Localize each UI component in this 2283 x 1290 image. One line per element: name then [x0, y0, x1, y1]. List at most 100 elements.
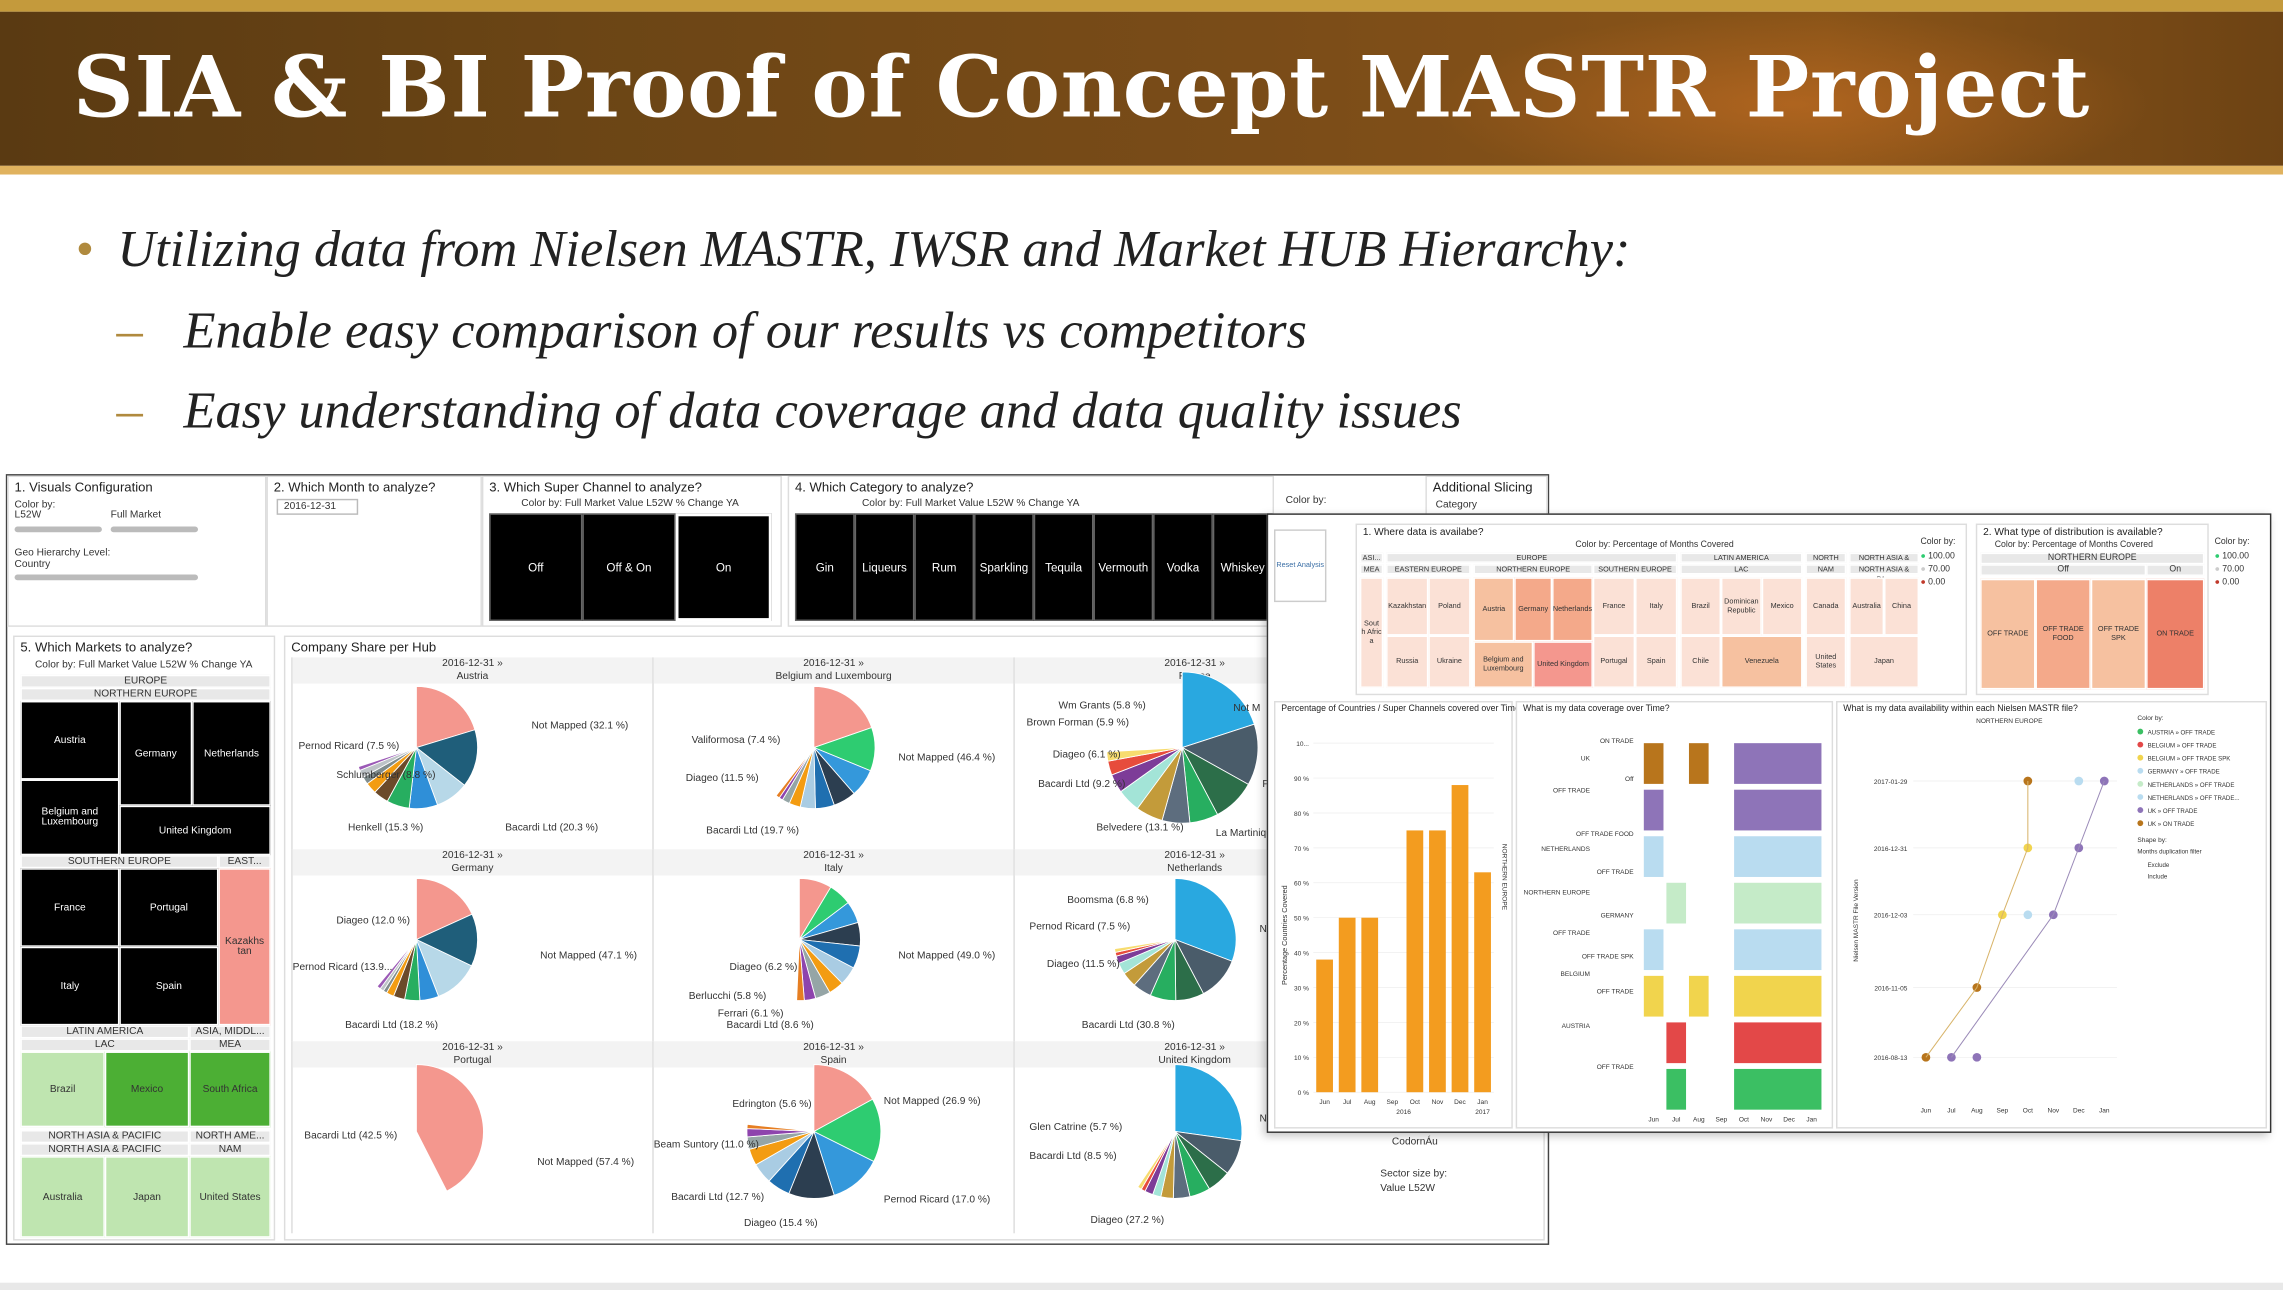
treemap-tile[interactable]: United Kingdom [119, 805, 271, 856]
coverage-cell[interactable] [1643, 975, 1664, 1017]
category-tile[interactable]: Whiskey [1212, 513, 1273, 622]
where-tile[interactable]: Spain [1635, 635, 1678, 688]
l52w-slider[interactable] [14, 526, 102, 533]
coverage-cell[interactable] [1734, 789, 1822, 831]
where-tile[interactable]: Brazil [1680, 577, 1721, 636]
treemap-tile[interactable]: South Africa [189, 1051, 271, 1128]
treemap-tile[interactable]: Mexico [104, 1051, 190, 1128]
category-tile[interactable]: Rum [914, 513, 975, 622]
availability-point[interactable] [2023, 776, 2033, 786]
coverage-cell[interactable] [1734, 1022, 1822, 1064]
where-tile[interactable]: Chile [1680, 635, 1721, 688]
where-tile[interactable]: China [1884, 577, 1920, 636]
where-tile[interactable]: Portugal [1592, 635, 1636, 688]
pie-slice[interactable] [1181, 671, 1255, 749]
pie-slice[interactable] [1106, 747, 1183, 762]
channel-tile[interactable]: Off & On [582, 513, 676, 622]
coverage-cell[interactable] [1734, 836, 1822, 877]
coverage-cell[interactable] [1688, 743, 1709, 784]
coverage-cell[interactable] [1643, 929, 1664, 971]
channel-tile[interactable]: On [675, 513, 772, 622]
treemap-tile[interactable]: Portugal [119, 868, 219, 947]
where-tile[interactable]: Poland [1428, 577, 1471, 636]
coverage-bar[interactable] [1451, 785, 1469, 1093]
coverage-cell[interactable] [1734, 882, 1822, 924]
treemap-tile[interactable]: Brazil [20, 1051, 105, 1128]
category-tile[interactable]: Vodka [1153, 513, 1213, 622]
coverage-bar[interactable] [1338, 917, 1356, 1093]
treemap-tile[interactable]: Australia [20, 1156, 105, 1238]
pie-slice[interactable] [1137, 1131, 1176, 1190]
pie-slice[interactable] [813, 1064, 874, 1133]
where-tile[interactable]: Dominican Republic [1720, 577, 1762, 636]
category-tile[interactable]: Liqueurs [854, 513, 915, 622]
pie-slice[interactable] [357, 747, 417, 771]
pie-slice[interactable] [415, 877, 473, 941]
where-tile[interactable]: United States [1805, 635, 1847, 688]
where-tile[interactable]: Japan [1849, 635, 1920, 688]
treemap-tile[interactable]: Kazakhs tan [218, 868, 271, 1026]
where-tile[interactable]: Austria [1473, 577, 1515, 642]
where-tile[interactable]: Ukraine [1428, 635, 1471, 688]
treemap-tile[interactable]: Germany [119, 700, 193, 806]
pie-slice[interactable] [415, 729, 479, 786]
category-tile[interactable]: Tequila [1033, 513, 1094, 622]
availability-point[interactable] [1972, 1052, 1982, 1062]
where-tile[interactable]: Mexico [1761, 577, 1803, 636]
pie-slice[interactable] [415, 913, 478, 967]
coverage-cell[interactable] [1734, 1068, 1822, 1110]
where-tile[interactable]: Italy [1635, 577, 1678, 636]
coverage-bar[interactable] [1316, 959, 1333, 1093]
pie-slice[interactable] [1174, 877, 1237, 962]
coverage-cell[interactable] [1734, 929, 1822, 971]
coverage-bar[interactable] [1361, 917, 1379, 1093]
reset-analysis-button[interactable]: Reset Analysis [1274, 529, 1327, 603]
coverage-cell[interactable] [1666, 1068, 1687, 1110]
coverage-bar[interactable] [1406, 830, 1424, 1093]
where-tile[interactable]: Venezuela [1720, 635, 1803, 688]
treemap-tile[interactable]: France [20, 868, 120, 947]
coverage-cell[interactable] [1734, 975, 1822, 1017]
market-slider[interactable] [110, 526, 199, 533]
where-tile[interactable]: United Kingdom [1533, 641, 1593, 688]
where-tile[interactable]: Germany [1514, 577, 1553, 642]
distribution-tile[interactable]: OFF TRADE [1980, 578, 2036, 690]
where-tile[interactable]: Russia [1386, 635, 1429, 688]
availability-point[interactable] [2023, 910, 2033, 920]
category-tile[interactable]: Vermouth [1093, 513, 1154, 622]
coverage-bar[interactable] [1474, 872, 1491, 1093]
coverage-cell[interactable] [1666, 882, 1687, 924]
where-tile[interactable]: Belgium and Luxembourg [1473, 641, 1534, 688]
treemap-tile[interactable]: Spain [119, 946, 219, 1026]
pie-slice[interactable] [746, 1123, 814, 1132]
availability-point[interactable] [1921, 1052, 1931, 1062]
pie-slice[interactable] [1181, 723, 1259, 785]
where-tile[interactable]: Netherlands [1552, 577, 1593, 642]
pie-slice[interactable] [415, 686, 476, 749]
treemap-tile[interactable]: United States [189, 1156, 271, 1238]
geo-slider[interactable] [14, 574, 199, 581]
distribution-tile[interactable]: OFF TRADE SPK [2090, 578, 2147, 690]
treemap-tile[interactable]: Netherlands [192, 700, 271, 806]
where-tile[interactable]: Australia [1849, 577, 1885, 636]
pie-slice[interactable] [812, 1098, 882, 1163]
channel-tile[interactable]: Off [489, 513, 583, 622]
where-tile[interactable]: Kazakhstan [1386, 577, 1429, 636]
distribution-tile[interactable]: OFF TRADE FOOD [2035, 578, 2091, 690]
availability-point[interactable] [2099, 776, 2109, 786]
pie-slice[interactable] [796, 939, 805, 1002]
coverage-cell[interactable] [1688, 975, 1709, 1017]
coverage-cell[interactable] [1643, 743, 1664, 784]
treemap-tile[interactable]: Italy [20, 946, 120, 1026]
pie-slice[interactable] [415, 1064, 484, 1192]
distribution-tile[interactable]: ON TRADE [2146, 578, 2205, 690]
where-tile[interactable]: France [1592, 577, 1636, 636]
availability-point[interactable] [2074, 776, 2084, 786]
pie-slice[interactable] [1114, 939, 1176, 953]
pie-slice[interactable] [1174, 1064, 1243, 1142]
pie-slice[interactable] [376, 939, 417, 990]
availability-point[interactable] [1947, 1052, 1956, 1062]
category-tile[interactable]: Sparkling [974, 513, 1034, 622]
category-tile[interactable]: Gin [794, 513, 855, 622]
month-dropdown[interactable]: 2016-12-31 [276, 498, 359, 515]
